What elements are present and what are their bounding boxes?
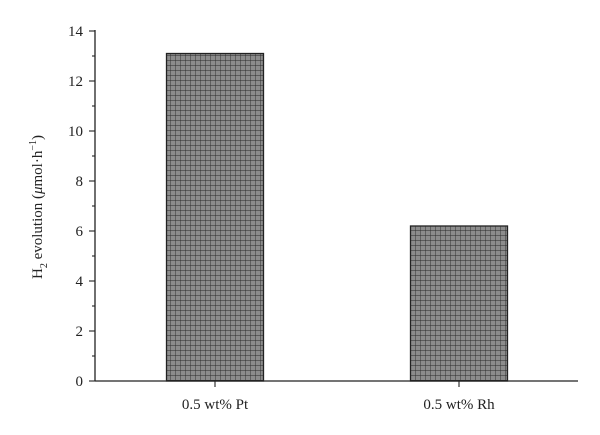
y-tick-label: 8: [76, 174, 84, 190]
x-tick-label: 0.5 wt% Pt: [182, 397, 249, 413]
y-tick-label: 4: [76, 274, 84, 290]
y-tick-label: 14: [68, 24, 84, 40]
y-tick-label: 6: [76, 224, 84, 240]
y-ticks: 0 2 4 6 8 10 12 14: [68, 24, 95, 390]
bar: [165, 52, 265, 382]
x-tick-label: 0.5 wt% Rh: [423, 397, 495, 413]
bars: [165, 52, 509, 382]
y-axis-label: H2 evolution (μmol·h−1): [28, 135, 50, 279]
y-tick-label: 2: [76, 324, 84, 340]
y-tick-label: 0: [76, 374, 84, 390]
x-ticks: 0.5 wt% Pt 0.5 wt% Rh: [182, 381, 495, 413]
y-tick-label: 12: [68, 74, 83, 90]
y-tick-label: 10: [68, 124, 83, 140]
bar: [409, 225, 509, 382]
